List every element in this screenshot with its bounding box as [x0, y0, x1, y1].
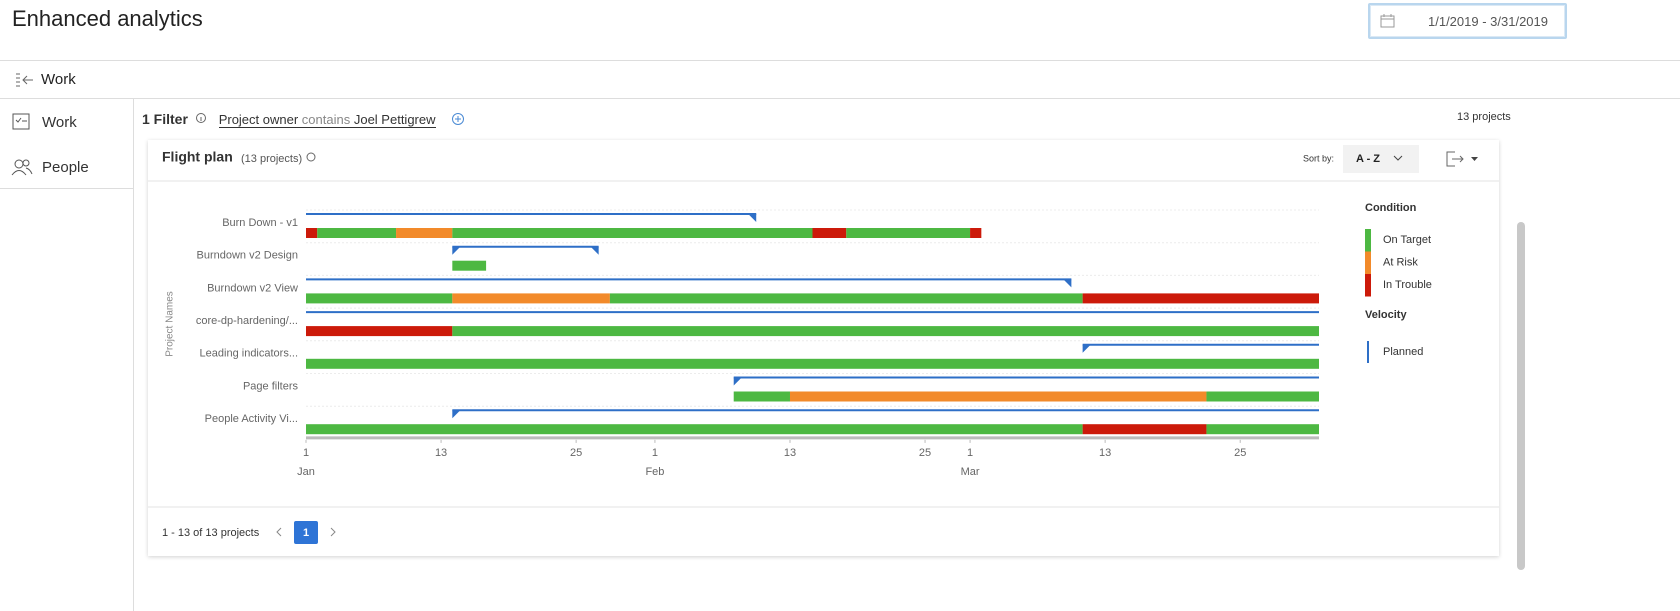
x-tick-label: 25 — [1234, 447, 1246, 459]
legend-label: Planned — [1383, 346, 1423, 358]
condition-bar — [812, 228, 847, 238]
filter-bar: 1 Filter Project owner contains Joel Pet… — [142, 111, 465, 128]
divider — [0, 98, 1680, 99]
legend-label: At Risk — [1383, 256, 1418, 268]
filter-operator: contains — [301, 112, 351, 127]
scrollbar[interactable] — [1517, 222, 1525, 570]
people-icon — [11, 159, 33, 176]
row-label: Burndown v2 View — [207, 282, 298, 294]
condition-bar — [452, 260, 487, 271]
info-icon — [306, 152, 316, 162]
filter-value: Joel Pettigrew — [353, 112, 436, 127]
planned-start-flag — [1082, 344, 1091, 353]
sort-value: A - Z — [1356, 153, 1380, 165]
pagination-summary: 1 - 13 of 13 projects — [162, 527, 260, 539]
condition-bar — [306, 228, 318, 238]
condition-bar — [396, 228, 453, 238]
condition-bar — [306, 358, 1319, 369]
month-label: Mar — [961, 466, 980, 478]
calendar-icon — [1380, 14, 1395, 28]
row-label: Burndown v2 Design — [196, 250, 298, 262]
panel-title: Flight plan — [162, 149, 233, 165]
planned-start-flag — [452, 246, 461, 255]
x-tick-label: 13 — [1099, 447, 1111, 459]
row-label: People Activity Vi... — [205, 413, 298, 425]
planned-end-flag — [1063, 279, 1072, 288]
condition-bar — [846, 228, 971, 238]
page-title: Enhanced analytics — [12, 6, 203, 31]
sidebar-item[interactable]: People — [42, 159, 89, 176]
x-tick-label: 25 — [570, 447, 582, 459]
condition-bar — [317, 228, 397, 238]
condition-bar — [733, 391, 790, 402]
page-number: 1 — [303, 527, 309, 539]
filter-count: 1 Filter — [142, 111, 188, 127]
work-icon — [12, 113, 30, 130]
x-tick-label: 25 — [919, 447, 931, 459]
filter-chip[interactable]: Project owner contains Joel Pettigrew — [218, 112, 436, 128]
legend-swatch — [1365, 251, 1371, 274]
legend-title: Condition — [1365, 202, 1417, 214]
condition-bar — [1206, 424, 1319, 435]
legend-label: On Target — [1383, 234, 1431, 246]
x-tick-label: 1 — [652, 447, 658, 459]
divider — [0, 60, 1680, 61]
condition-bar — [306, 326, 453, 337]
x-tick-label: 13 — [784, 447, 796, 459]
condition-bar — [1082, 293, 1319, 304]
condition-bar — [306, 424, 1083, 435]
divider — [0, 188, 133, 189]
next-page[interactable] — [330, 527, 336, 537]
panel-subtitle: (13 projects) — [241, 153, 302, 165]
condition-bar — [452, 326, 1319, 337]
export-button[interactable] — [1446, 151, 1464, 167]
planned-start-flag — [452, 410, 461, 419]
condition-bar — [452, 228, 813, 238]
condition-bar — [609, 293, 1083, 304]
prev-page[interactable] — [276, 527, 282, 537]
legend-swatch — [1365, 274, 1371, 297]
y-axis-label: Project Names — [165, 291, 176, 357]
legend-swatch — [1365, 229, 1371, 252]
legend-title: Velocity — [1365, 309, 1407, 321]
condition-bar — [1206, 391, 1319, 402]
row-label: Leading indicators... — [200, 348, 298, 360]
month-label: Jan — [297, 466, 315, 478]
row-label: core-dp-hardening/... — [196, 315, 298, 327]
add-filter[interactable] — [451, 112, 465, 126]
row-label: Page filters — [243, 380, 299, 392]
planned-start-flag — [733, 377, 742, 386]
legend-label: In Trouble — [1383, 279, 1432, 291]
project-total: 13 projects — [1457, 111, 1511, 123]
filter-field: Project owner — [218, 112, 299, 127]
planned-end-flag — [748, 214, 757, 222]
x-tick-label: 1 — [303, 447, 309, 459]
sidebar-border — [133, 99, 134, 611]
condition-bar — [452, 293, 610, 304]
sort-dropdown[interactable] — [1343, 145, 1419, 173]
page-button[interactable] — [294, 521, 318, 544]
row-label: Burn Down - v1 — [222, 217, 298, 229]
month-label: Feb — [645, 466, 664, 478]
condition-bar — [306, 293, 453, 304]
condition-bar — [970, 228, 982, 238]
sort-label: Sort by: — [1303, 153, 1334, 163]
planned-end-flag — [590, 246, 599, 255]
caret — [1471, 157, 1478, 161]
chevron — [1393, 155, 1403, 161]
collapse-icon[interactable] — [15, 72, 35, 88]
condition-bar — [1082, 424, 1207, 435]
date-range: 1/1/2019 - 3/31/2019 — [1428, 14, 1548, 29]
x-tick-label: 1 — [967, 447, 973, 459]
x-tick-label: 13 — [435, 447, 447, 459]
date-range-picker[interactable]: 1/1/2019 - 3/31/2019 — [1368, 3, 1567, 39]
info-icon — [195, 113, 206, 123]
nav-back[interactable]: Work — [41, 71, 76, 88]
panel — [148, 140, 1499, 556]
condition-bar — [789, 391, 1207, 402]
sidebar-item[interactable]: Work — [42, 114, 77, 131]
